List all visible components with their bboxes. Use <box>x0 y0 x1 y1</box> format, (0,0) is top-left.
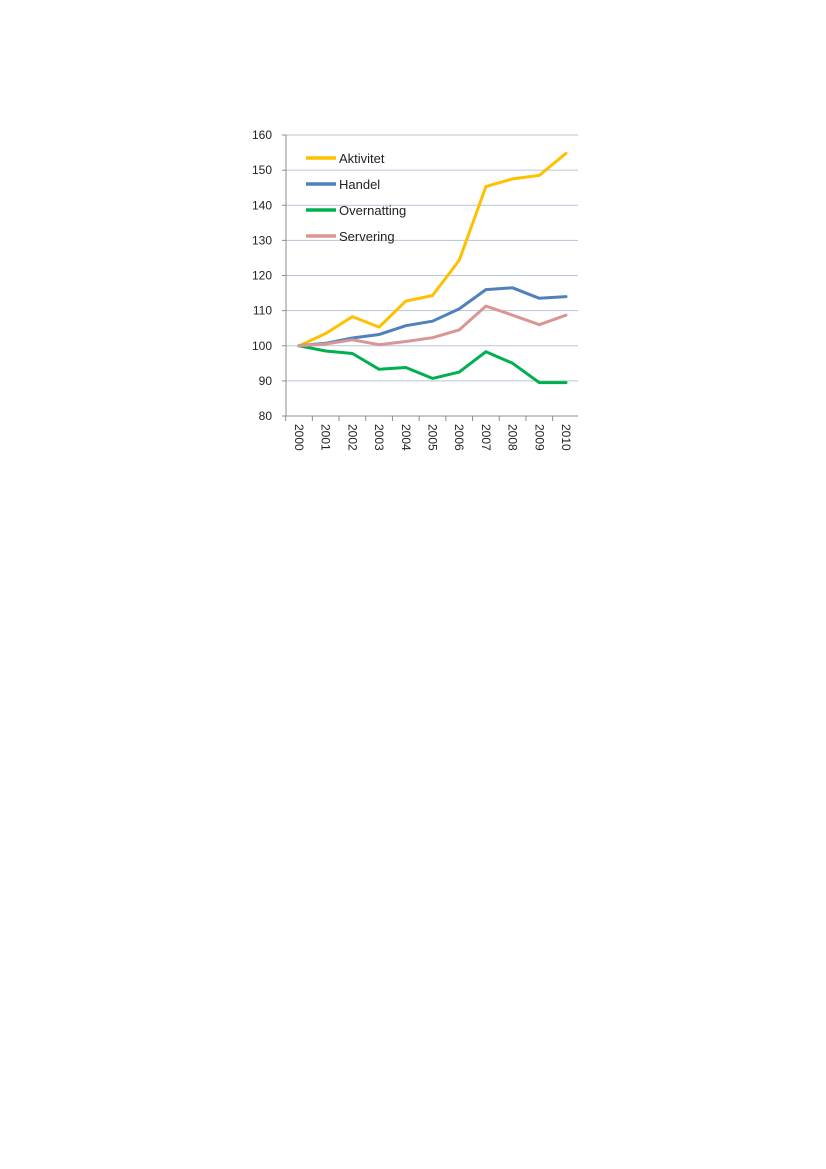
series-line-servering <box>297 304 568 348</box>
gridlines <box>286 134 578 382</box>
y-tick-label: 80 <box>259 409 273 423</box>
x-tick-label: 2003 <box>372 424 386 451</box>
y-tick-label: 120 <box>252 269 272 283</box>
x-tick-label: 2002 <box>345 424 359 451</box>
y-tick-label: 90 <box>259 374 273 388</box>
x-tick-label: 2009 <box>532 424 546 451</box>
x-tick-label: 2007 <box>479 424 493 451</box>
x-tick-label: 2001 <box>319 424 333 451</box>
axes <box>282 134 578 421</box>
y-tick-label: 100 <box>252 339 272 353</box>
series-lines <box>297 151 568 385</box>
y-tick-label: 150 <box>252 163 272 177</box>
legend-label-aktivitet: Aktivitet <box>339 151 385 166</box>
y-tick-label: 140 <box>252 198 272 212</box>
x-tick-label: 2010 <box>559 424 573 451</box>
legend: Aktivitet Handel Overnatting Servering <box>306 151 406 244</box>
series-line-overnatting <box>297 344 568 385</box>
x-tick-label: 2004 <box>399 424 413 451</box>
y-tick-label: 130 <box>252 233 272 247</box>
legend-label-overnatting: Overnatting <box>339 203 406 218</box>
y-tick-labels: 80 90 100 110 120 130 140 150 160 <box>252 128 272 423</box>
series-line-aktivitet <box>297 151 568 348</box>
y-tick-label: 110 <box>253 304 272 318</box>
y-tick-label: 160 <box>252 128 272 142</box>
x-tick-label: 2005 <box>426 424 440 451</box>
x-tick-label: 2006 <box>452 424 466 451</box>
x-tick-label: 2000 <box>292 424 306 451</box>
legend-label-servering: Servering <box>339 229 395 244</box>
x-tick-label: 2008 <box>506 424 520 451</box>
x-tick-labels: 2000 2001 2002 2003 2004 2005 2006 2007 2008 2009… <box>292 424 573 451</box>
legend-label-handel: Handel <box>339 177 380 192</box>
